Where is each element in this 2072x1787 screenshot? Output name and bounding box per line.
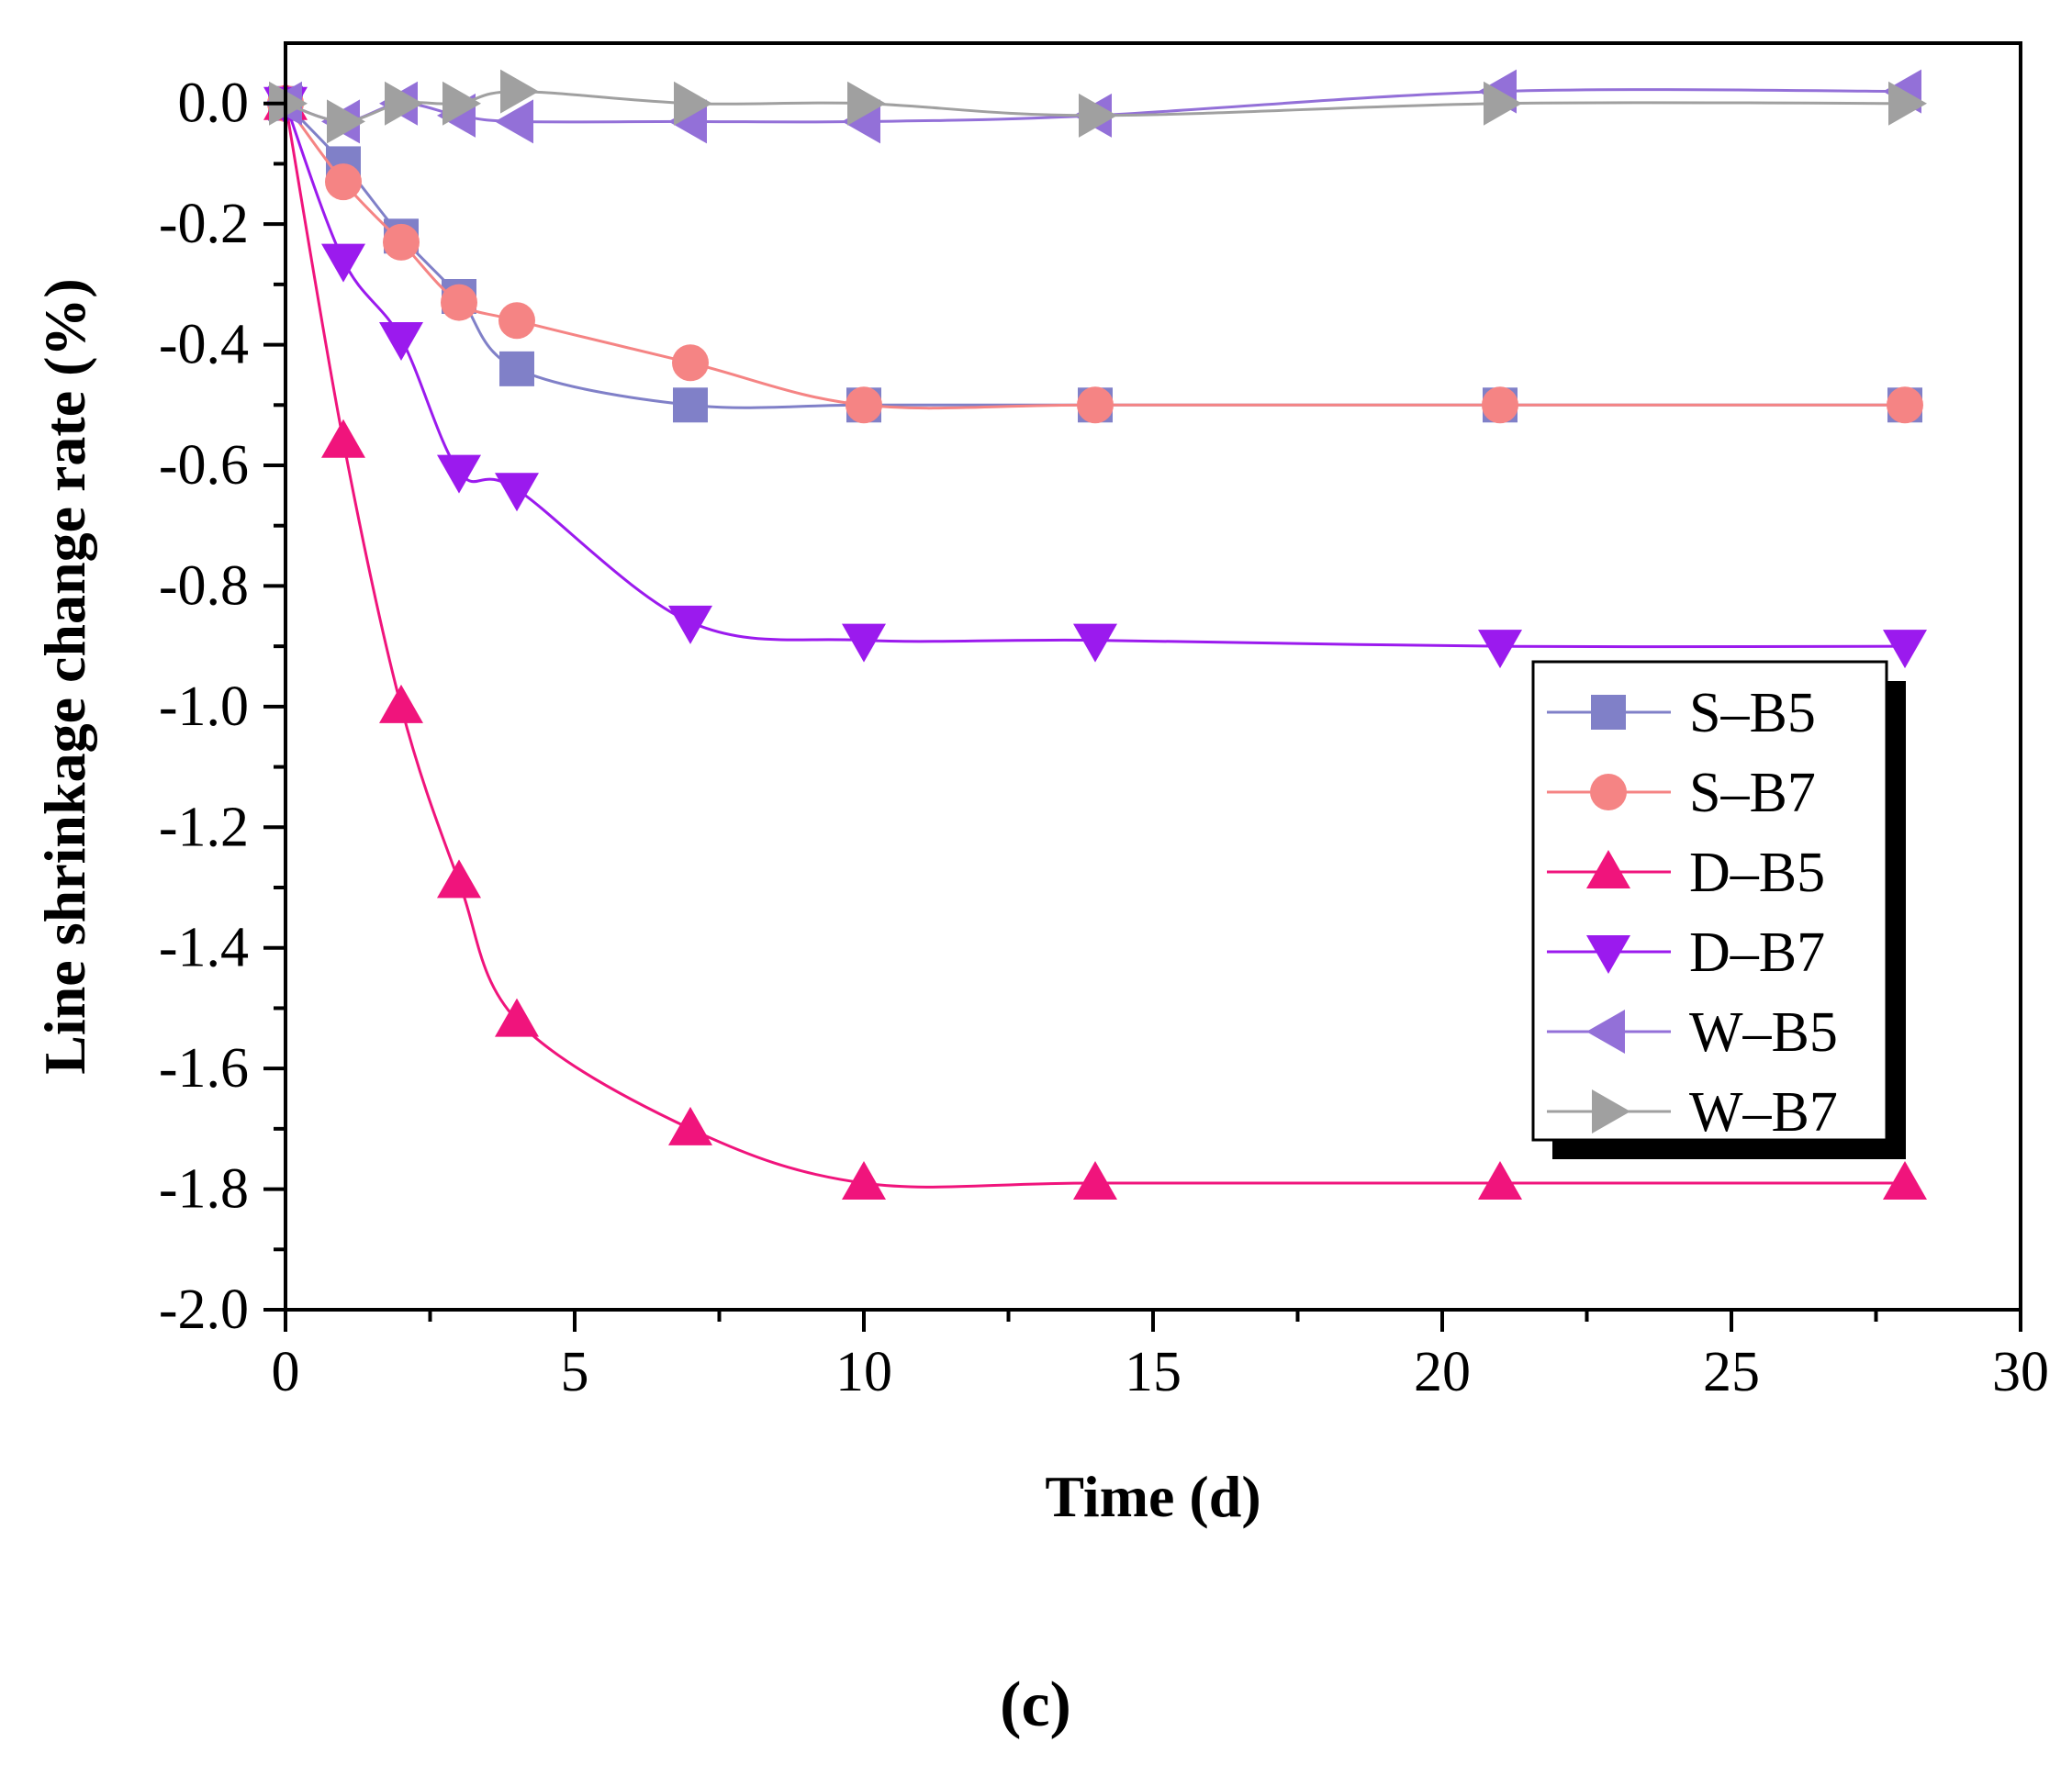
legend-label: S–B7 (1689, 762, 1816, 824)
marker-triangle-up (1478, 1161, 1522, 1200)
marker-circle (441, 284, 477, 321)
y-tick-label: -1.4 (159, 917, 249, 979)
marker-triangle-left (495, 99, 533, 144)
marker-triangle-down (379, 322, 423, 361)
x-tick-label: 5 (561, 1341, 589, 1403)
legend-label: D–B7 (1689, 921, 1825, 984)
marker-triangle-right (847, 81, 886, 126)
marker-triangle-up (495, 998, 539, 1037)
y-axis-title: Line shrinkage change rate (%) (32, 278, 97, 1075)
marker-triangle-down (1586, 935, 1630, 974)
marker-triangle-down (842, 623, 886, 663)
y-tick-label: -1.6 (159, 1037, 249, 1100)
series-line (284, 103, 1905, 1189)
x-tick-label: 30 (1992, 1341, 2049, 1403)
marker-triangle-down (495, 473, 539, 512)
marker-circle (846, 386, 882, 424)
y-tick-label: -0.4 (159, 314, 249, 376)
marker-triangle-right (500, 69, 539, 114)
x-tick-label: 25 (1703, 1341, 1760, 1403)
marker-triangle-down (1073, 623, 1117, 663)
marker-triangle-right (1888, 81, 1927, 126)
marker-triangle-down (1883, 630, 1927, 669)
x-tick-label: 20 (1414, 1341, 1471, 1403)
y-tick-label: -1.8 (159, 1158, 249, 1221)
marker-triangle-down (668, 605, 712, 644)
marker-triangle-down (1478, 630, 1522, 669)
marker-triangle-up (842, 1161, 886, 1200)
marker-triangle-up (1586, 850, 1630, 888)
marker-triangle-right (327, 99, 365, 144)
marker-circle (1482, 386, 1518, 424)
y-tick-label: 0.0 (178, 73, 250, 135)
marker-triangle-right (1484, 81, 1522, 126)
x-axis-title: Time (d) (1045, 1464, 1260, 1529)
ticks-layer: 0 5 10 15 20 25 30 0.0 -0.2 -0.4 -0.6 -0.8 -1.0 -1.2 -… (159, 73, 2049, 1403)
legend-label: D–B5 (1689, 842, 1825, 904)
marker-triangle-down (437, 454, 481, 494)
legend-label: W–B5 (1689, 1001, 1838, 1064)
x-tick-label: 10 (835, 1341, 892, 1403)
series-layer (263, 69, 1927, 1200)
marker-square (499, 351, 534, 386)
marker-triangle-right (442, 81, 481, 126)
marker-triangle-up (379, 684, 423, 723)
y-tick-label: -1.0 (159, 676, 249, 738)
y-tick-label: -0.6 (159, 434, 249, 497)
marker-triangle-right (1592, 1089, 1630, 1134)
marker-triangle-right (385, 81, 423, 126)
y-tick-label: -0.2 (159, 193, 249, 255)
marker-triangle-up (1883, 1161, 1927, 1200)
marker-circle (383, 223, 420, 261)
marker-triangle-left (1586, 1010, 1625, 1054)
y-tick-label: -2.0 (159, 1279, 249, 1341)
marker-triangle-right (1079, 93, 1117, 138)
marker-triangle-right (674, 81, 712, 126)
legend-box (1531, 660, 1888, 1142)
y-tick-label: -1.2 (159, 796, 249, 858)
marker-square (673, 387, 708, 423)
legend-label: W–B7 (1689, 1081, 1838, 1144)
marker-triangle-up (321, 419, 365, 458)
marker-circle (1077, 386, 1114, 424)
marker-triangle-up (668, 1106, 712, 1145)
x-tick-label: 0 (272, 1341, 300, 1403)
marker-circle (1590, 774, 1627, 810)
marker-square (1591, 695, 1626, 730)
y-tick-label: -0.8 (159, 554, 249, 617)
marker-triangle-right (269, 81, 308, 126)
marker-circle (498, 302, 535, 340)
marker-triangle-down (321, 243, 365, 283)
legend-label: S–B5 (1689, 682, 1816, 744)
marker-circle (325, 163, 362, 201)
legend: S–B5 S–B7 D–B5 D–B7 W–B5 W–B7 (1531, 660, 1906, 1159)
marker-triangle-up (1073, 1161, 1117, 1200)
marker-triangle-up (437, 859, 481, 899)
marker-circle (1887, 386, 1923, 424)
x-tick-label: 15 (1125, 1341, 1182, 1403)
panel-label: (c) (1000, 1670, 1071, 1740)
marker-circle (672, 344, 709, 382)
